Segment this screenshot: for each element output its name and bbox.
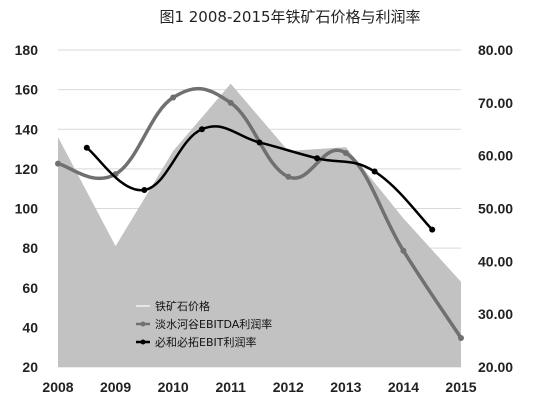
line-series-vale-ebitda-margin <box>57 86 463 339</box>
data-point <box>55 160 61 167</box>
line-layer <box>55 86 464 341</box>
legend-marker <box>140 339 146 345</box>
y-left-tick-label: 120 <box>15 161 39 177</box>
x-tick-label: 2008 <box>42 379 73 395</box>
y-left-tick-label: 80 <box>22 240 38 256</box>
legend-label: 淡水河谷EBITDA利润率 <box>155 317 272 331</box>
data-point <box>83 144 90 151</box>
data-point <box>429 226 436 233</box>
legend-label: 铁矿石价格 <box>155 299 210 313</box>
chart-title: 图1 2008-2015年铁矿石价格与利润率 <box>159 8 420 26</box>
y-left-tick-label: 40 <box>22 319 38 335</box>
data-point <box>141 187 148 194</box>
x-tick-label: 2010 <box>158 379 189 395</box>
x-tick-label: 2011 <box>216 379 247 395</box>
data-point <box>256 139 263 146</box>
area-layer <box>58 83 461 368</box>
data-point <box>400 247 407 254</box>
area-series-iron-ore-price <box>58 83 461 368</box>
y-left-tick-label: 60 <box>22 280 38 296</box>
x-tick-label: 2009 <box>100 379 131 395</box>
y-right-tick-label: 60.00 <box>478 148 513 164</box>
y-right-tick-label: 20.00 <box>478 359 513 375</box>
y-left-tick-label: 180 <box>15 42 39 58</box>
x-tick-label: 2013 <box>330 379 361 395</box>
y-right-tick-label: 80.00 <box>478 42 513 58</box>
y-right-tick-label: 40.00 <box>478 253 513 269</box>
y-right-tick-label: 50.00 <box>478 201 513 217</box>
y-left-tick-label: 20 <box>22 359 38 375</box>
y-right-tick-label: 70.00 <box>478 95 513 111</box>
data-point <box>314 155 321 162</box>
data-point <box>342 150 349 157</box>
y-right-tick-label: 30.00 <box>478 306 513 322</box>
x-tick-label: 2015 <box>445 379 476 395</box>
y-left-tick-label: 100 <box>15 201 39 217</box>
axis-layer: 180 160 140 120 100 80 60 40 20 80.00 70.00 60.00 50… <box>15 42 514 395</box>
x-tick-label: 2014 <box>388 379 419 395</box>
data-point <box>285 173 292 180</box>
legend-label: 必和必拓EBIT利润率 <box>155 335 256 349</box>
y-left-tick-label: 140 <box>15 121 39 137</box>
data-point <box>371 168 378 175</box>
legend-marker <box>140 321 146 327</box>
data-point <box>458 334 464 341</box>
x-tick-label: 2012 <box>273 379 304 395</box>
data-point <box>170 94 177 101</box>
data-point <box>227 99 234 106</box>
data-point <box>198 126 205 133</box>
y-left-tick-label: 160 <box>15 82 39 98</box>
